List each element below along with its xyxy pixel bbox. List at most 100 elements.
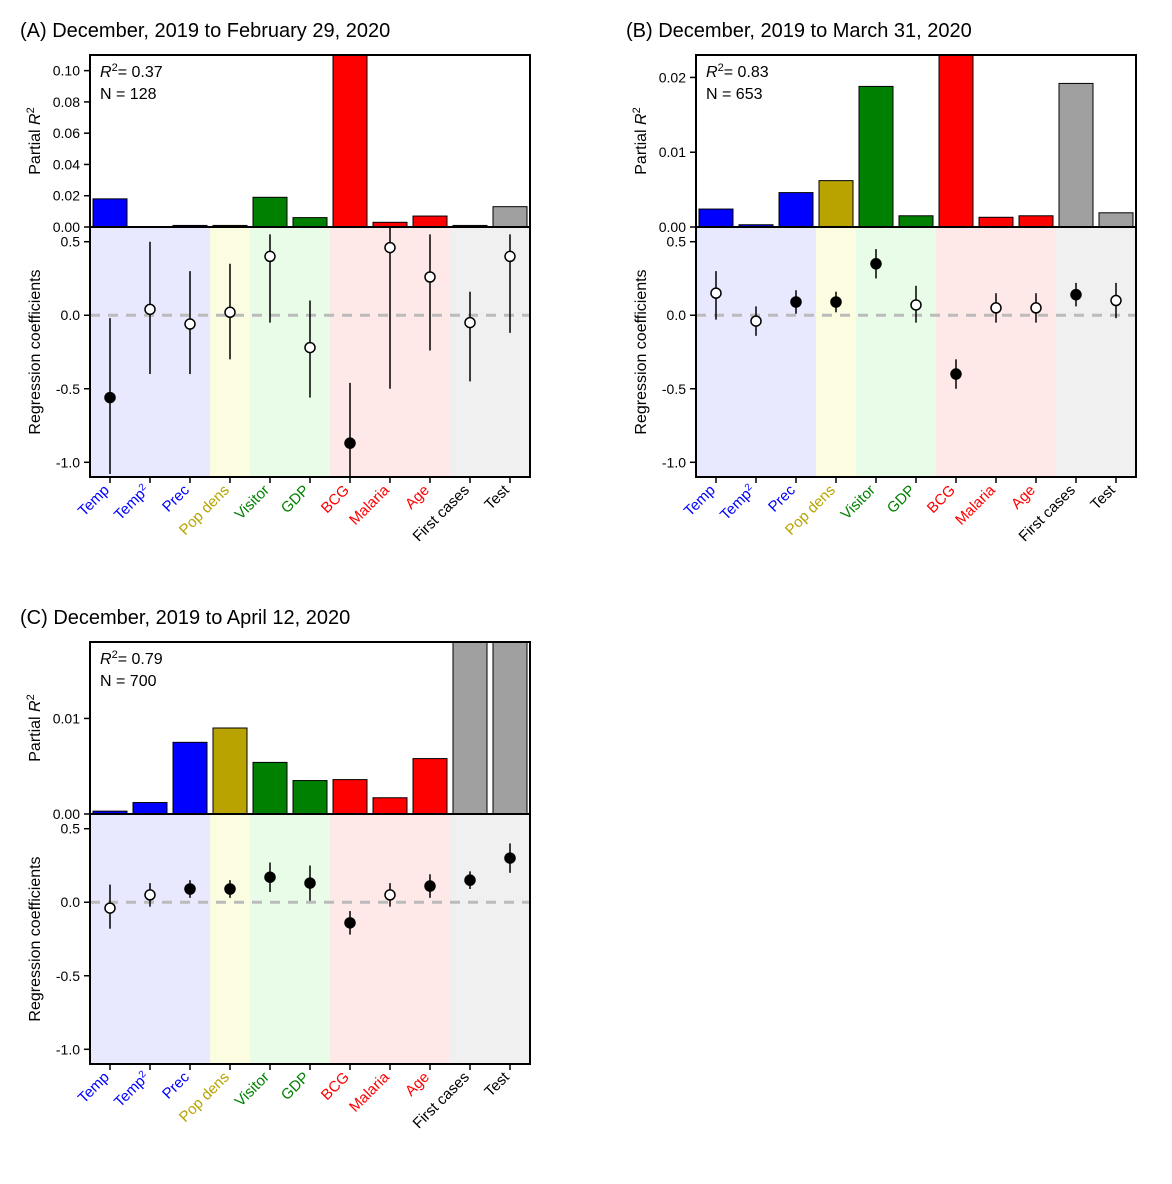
bar: [493, 634, 527, 814]
x-label: Temp2: [111, 481, 154, 524]
bar: [253, 197, 287, 227]
x-label: Visitor: [838, 482, 879, 523]
coef-point: [185, 884, 195, 894]
coef-point: [305, 878, 315, 888]
coef-point: [1071, 290, 1081, 300]
x-label: Test: [481, 481, 513, 513]
svg-text:N = 653: N = 653: [706, 86, 763, 103]
coef-point: [145, 890, 155, 900]
svg-text:0.04: 0.04: [53, 156, 80, 172]
coef-point: [791, 297, 801, 307]
bar: [293, 218, 327, 227]
svg-text:Partial R2: Partial R2: [25, 107, 44, 174]
panel-svg: 0.000.01Partial R2R2= 0.79N = 700-1.0-0.…: [20, 634, 540, 1164]
coef-point: [185, 319, 195, 329]
coef-point: [871, 259, 881, 269]
coef-point: [345, 438, 355, 448]
bar: [899, 216, 933, 227]
bar: [859, 86, 893, 227]
bar: [493, 207, 527, 227]
coef-point: [345, 918, 355, 928]
x-label: Temp: [681, 482, 719, 520]
x-label: GDP: [884, 482, 919, 517]
svg-text:0.00: 0.00: [53, 219, 80, 235]
svg-text:-1.0: -1.0: [662, 454, 686, 470]
coef-point: [1031, 303, 1041, 313]
bar: [213, 728, 247, 814]
svg-text:0.5: 0.5: [61, 234, 81, 250]
bar: [1019, 216, 1053, 227]
x-label: Temp2: [111, 1068, 154, 1111]
coef-point: [425, 272, 435, 282]
panel-title: (C) December, 2019 to April 12, 2020: [20, 607, 586, 630]
bar: [413, 216, 447, 227]
x-label: Malaria: [952, 481, 999, 528]
panel-svg: 0.000.010.02Partial R2R2= 0.83N = 653-1.…: [626, 47, 1146, 577]
x-label: Visitor: [232, 1069, 273, 1110]
coef-point: [265, 251, 275, 261]
bar: [1099, 213, 1133, 227]
svg-text:Regression coefficients: Regression coefficients: [27, 269, 44, 434]
coef-point: [465, 875, 475, 885]
svg-text:-1.0: -1.0: [56, 454, 80, 470]
svg-text:-0.5: -0.5: [56, 968, 80, 984]
svg-text:0.0: 0.0: [61, 894, 81, 910]
panel-svg: 0.000.020.040.060.080.10Partial R2R2= 0.…: [20, 47, 540, 577]
coef-point: [505, 251, 515, 261]
svg-text:0.01: 0.01: [659, 144, 686, 160]
x-label: BCG: [924, 482, 959, 517]
svg-text:R2= 0.79: R2= 0.79: [100, 649, 163, 668]
coef-point: [1111, 296, 1121, 306]
bar: [453, 634, 487, 814]
coef-point: [425, 881, 435, 891]
bar: [819, 181, 853, 227]
coef-point: [225, 884, 235, 894]
bar: [133, 803, 167, 814]
x-label: Temp: [75, 482, 113, 520]
panel-C: (C) December, 2019 to April 12, 20200.00…: [20, 607, 586, 1164]
coef-point: [911, 300, 921, 310]
coef-point: [305, 343, 315, 353]
x-label: Prec: [159, 481, 193, 515]
coef-point: [505, 853, 515, 863]
bar: [173, 742, 207, 814]
coef-point: [105, 393, 115, 403]
svg-text:-0.5: -0.5: [56, 381, 80, 397]
svg-text:0.5: 0.5: [61, 821, 81, 837]
svg-text:0.00: 0.00: [659, 219, 686, 235]
x-label: Temp2: [717, 481, 760, 524]
coef-point: [385, 243, 395, 253]
panel-A: (A) December, 2019 to February 29, 20200…: [20, 20, 586, 577]
svg-text:Regression coefficients: Regression coefficients: [633, 269, 650, 434]
coef-point: [465, 318, 475, 328]
x-label: GDP: [278, 482, 313, 517]
x-label: Age: [1008, 482, 1039, 513]
panel-title: (B) December, 2019 to March 31, 2020: [626, 20, 1172, 43]
svg-text:0.10: 0.10: [53, 63, 80, 79]
x-label: BCG: [318, 482, 353, 517]
bar: [293, 781, 327, 814]
coef-point: [991, 303, 1001, 313]
coef-point: [751, 316, 761, 326]
x-label: Prec: [765, 481, 799, 515]
bar: [333, 780, 367, 814]
x-label: Prec: [159, 1068, 193, 1102]
x-label: Visitor: [232, 482, 273, 523]
svg-text:0.0: 0.0: [667, 307, 687, 323]
coef-point: [711, 288, 721, 298]
svg-text:0.0: 0.0: [61, 307, 81, 323]
svg-text:R2= 0.83: R2= 0.83: [706, 62, 769, 81]
x-label: Temp: [75, 1069, 113, 1107]
svg-text:0.00: 0.00: [53, 806, 80, 822]
svg-text:0.01: 0.01: [53, 710, 80, 726]
coef-point: [385, 890, 395, 900]
coef-point: [951, 369, 961, 379]
panel-B: (B) December, 2019 to March 31, 20200.00…: [626, 20, 1172, 577]
svg-text:N = 700: N = 700: [100, 673, 157, 690]
svg-text:N = 128: N = 128: [100, 86, 157, 103]
svg-text:-1.0: -1.0: [56, 1041, 80, 1057]
svg-text:0.06: 0.06: [53, 125, 80, 141]
bar: [1059, 83, 1093, 227]
coef-point: [105, 903, 115, 913]
coef-point: [265, 872, 275, 882]
